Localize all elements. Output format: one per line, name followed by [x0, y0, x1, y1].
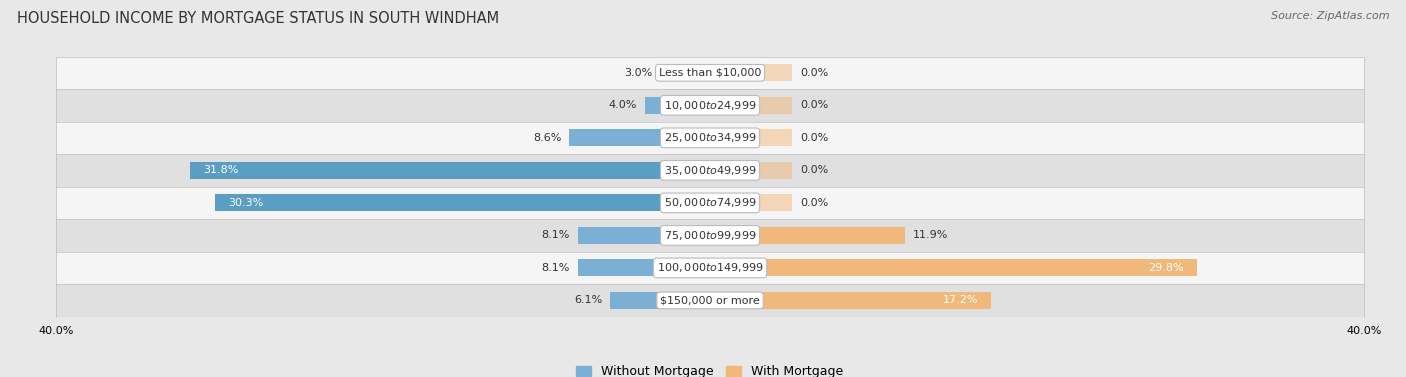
Bar	[56, 219, 1364, 252]
Text: Source: ZipAtlas.com: Source: ZipAtlas.com	[1271, 11, 1389, 21]
Bar	[710, 195, 792, 211]
Bar	[644, 97, 710, 114]
Bar	[710, 129, 792, 146]
Text: $25,000 to $34,999: $25,000 to $34,999	[664, 131, 756, 144]
Text: 31.8%: 31.8%	[204, 166, 239, 175]
Text: HOUSEHOLD INCOME BY MORTGAGE STATUS IN SOUTH WINDHAM: HOUSEHOLD INCOME BY MORTGAGE STATUS IN S…	[17, 11, 499, 26]
Bar	[710, 292, 991, 309]
Bar	[56, 252, 1364, 284]
Bar	[215, 195, 710, 211]
Bar	[578, 259, 710, 276]
Legend: Without Mortgage, With Mortgage: Without Mortgage, With Mortgage	[571, 360, 849, 377]
Bar	[569, 129, 710, 146]
Text: 8.1%: 8.1%	[541, 263, 569, 273]
Text: $10,000 to $24,999: $10,000 to $24,999	[664, 99, 756, 112]
Text: 8.6%: 8.6%	[533, 133, 561, 143]
Text: 11.9%: 11.9%	[912, 230, 948, 241]
Bar	[710, 64, 792, 81]
Text: Less than $10,000: Less than $10,000	[659, 68, 761, 78]
Bar	[710, 259, 1197, 276]
Bar	[190, 162, 710, 179]
Text: 4.0%: 4.0%	[609, 100, 637, 110]
Bar	[710, 227, 904, 244]
Bar	[56, 187, 1364, 219]
Text: 0.0%: 0.0%	[800, 166, 828, 175]
Text: 30.3%: 30.3%	[228, 198, 263, 208]
Text: 0.0%: 0.0%	[800, 68, 828, 78]
Text: 0.0%: 0.0%	[800, 198, 828, 208]
Bar	[56, 284, 1364, 317]
Bar	[56, 154, 1364, 187]
Text: 17.2%: 17.2%	[942, 296, 979, 305]
Text: $75,000 to $99,999: $75,000 to $99,999	[664, 229, 756, 242]
Bar	[578, 227, 710, 244]
Bar	[56, 121, 1364, 154]
Bar	[661, 64, 710, 81]
Text: 8.1%: 8.1%	[541, 230, 569, 241]
Text: 3.0%: 3.0%	[624, 68, 652, 78]
Text: $35,000 to $49,999: $35,000 to $49,999	[664, 164, 756, 177]
Text: $100,000 to $149,999: $100,000 to $149,999	[657, 261, 763, 274]
Text: $50,000 to $74,999: $50,000 to $74,999	[664, 196, 756, 209]
Bar	[56, 57, 1364, 89]
Text: 0.0%: 0.0%	[800, 133, 828, 143]
Text: 6.1%: 6.1%	[574, 296, 602, 305]
Bar	[710, 97, 792, 114]
Text: 29.8%: 29.8%	[1149, 263, 1184, 273]
Bar	[56, 89, 1364, 122]
Text: 0.0%: 0.0%	[800, 100, 828, 110]
Bar	[710, 162, 792, 179]
Text: $150,000 or more: $150,000 or more	[661, 296, 759, 305]
Bar	[610, 292, 710, 309]
